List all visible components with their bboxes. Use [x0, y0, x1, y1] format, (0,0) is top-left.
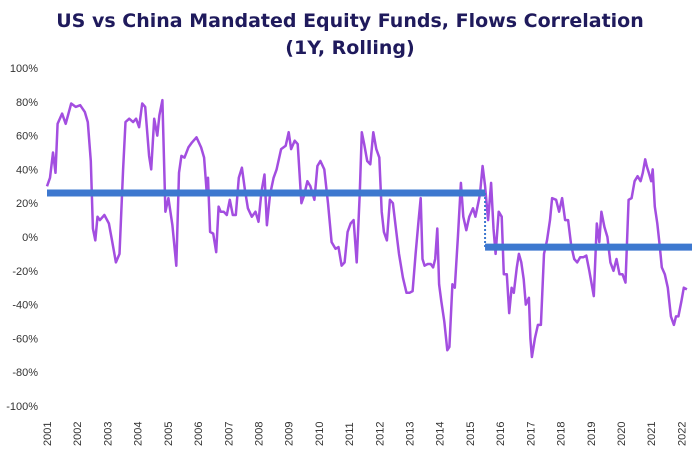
y-tick-label: 20%	[16, 198, 38, 210]
y-tick-label: 60%	[16, 131, 38, 143]
chart-title-block: US vs China Mandated Equity Funds, Flows…	[0, 8, 700, 62]
x-tick-label: 2017	[525, 422, 537, 446]
x-tick-label: 2022	[676, 422, 688, 446]
x-tick-label: 2021	[646, 422, 658, 446]
x-tick-label: 2005	[163, 422, 175, 446]
x-tick-label: 2006	[193, 422, 205, 446]
x-tick-label: 2009	[284, 422, 296, 446]
y-tick-label: -60%	[12, 333, 38, 345]
x-tick-label: 2002	[72, 422, 84, 446]
x-tick-label: 2004	[133, 422, 145, 446]
x-axis-tick-labels: 2001 2002 2003 2004 2005 2006 2007 2008 2009 2010…	[42, 422, 688, 446]
x-tick-label: 2003	[102, 422, 114, 446]
y-tick-label: -80%	[12, 367, 38, 379]
x-tick-label: 2011	[344, 422, 356, 446]
y-tick-label: 100%	[10, 63, 38, 75]
y-tick-label: -100%	[6, 401, 38, 413]
x-tick-label: 2012	[374, 422, 386, 446]
x-tick-label: 2014	[435, 422, 447, 446]
chart-title: US vs China Mandated Equity Funds, Flows…	[56, 10, 644, 32]
y-axis-tick-labels: 100% 80% 60% 40% 20% 0% -20% -40% -60% -80% -100%	[6, 63, 38, 413]
x-tick-label: 2016	[495, 422, 507, 446]
y-tick-label: -20%	[12, 266, 38, 278]
plot-area	[45, 98, 692, 359]
x-tick-label: 2001	[42, 422, 54, 446]
x-tick-label: 2019	[586, 422, 598, 446]
y-tick-label: 0%	[22, 232, 38, 244]
y-tick-label: 40%	[16, 164, 38, 176]
x-tick-label: 2013	[405, 422, 417, 446]
x-tick-label: 2008	[253, 422, 265, 446]
x-tick-label: 2007	[223, 422, 235, 446]
chart-subtitle: (1Y, Rolling)	[285, 37, 415, 59]
x-tick-label: 2015	[465, 422, 477, 446]
x-tick-label: 2020	[616, 422, 628, 446]
y-tick-label: -40%	[12, 300, 38, 312]
x-tick-label: 2010	[314, 422, 326, 446]
y-tick-label: 80%	[16, 97, 38, 109]
correlation-series-line	[45, 98, 688, 359]
x-tick-label: 2018	[556, 422, 568, 446]
